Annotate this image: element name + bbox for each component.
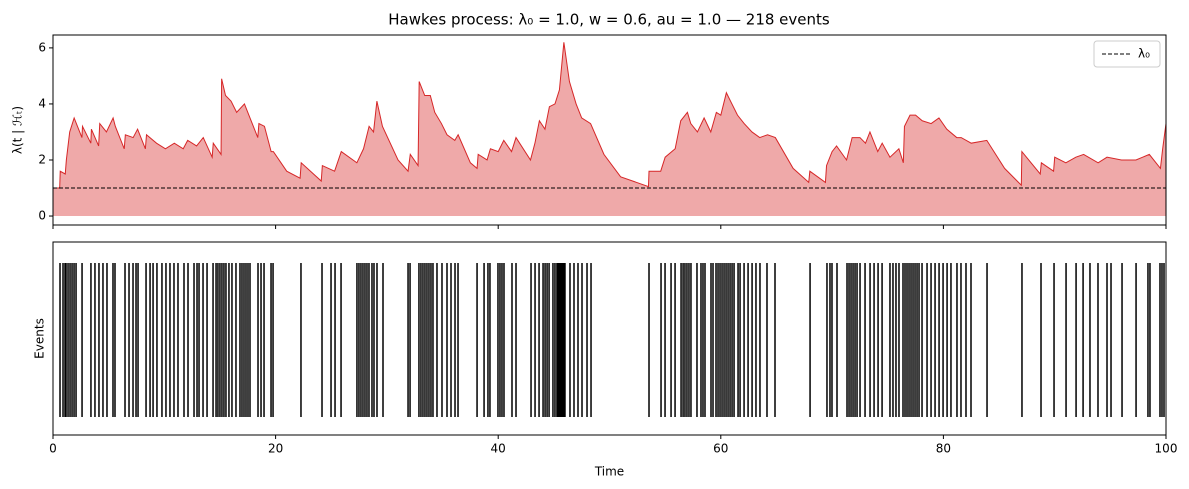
area-fill (53, 42, 1166, 217)
y-tick-label: 2 (38, 152, 46, 166)
x-tick-label: 0 (49, 442, 57, 456)
chart-title: Hawkes process: λ₀ = 1.0, w = 0.6, au = … (388, 11, 830, 29)
y-tick-label: 0 (38, 209, 46, 223)
plot-frame (52, 241, 1167, 436)
intensity-line (53, 42, 1167, 189)
y-tick-label: 6 (38, 40, 46, 54)
x-tick-label: 20 (268, 442, 283, 456)
y-tick-label: 4 (38, 96, 46, 110)
x-tick-label: 60 (713, 442, 728, 456)
plot-frame (52, 34, 1167, 226)
x-tick-label: 100 (1155, 442, 1178, 456)
x-tick-label: 40 (491, 442, 506, 456)
y-axis-label: λ(t | ℋₜ) (11, 106, 25, 154)
y-axis-label: Events (33, 318, 47, 359)
x-axis-label: Time (594, 465, 624, 479)
x-tick-label: 80 (936, 442, 951, 456)
legend-label: λ₀ (1138, 47, 1150, 61)
